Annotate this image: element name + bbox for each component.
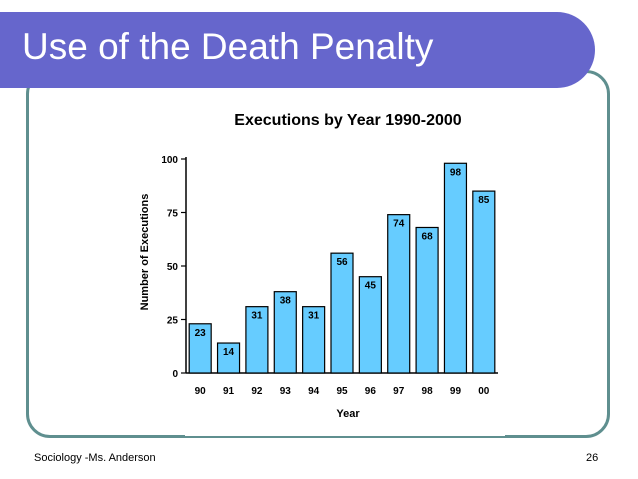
title-bar (0, 12, 595, 88)
x-tick-label: 96 (365, 386, 377, 397)
x-tick-label: 94 (308, 386, 320, 397)
slide-title: Use of the Death Penalty (22, 26, 434, 67)
y-tick-label: 25 (167, 316, 179, 327)
bar-96 (358, 276, 382, 374)
bar-value-label: 68 (422, 231, 434, 242)
y-tick-label: 50 (167, 262, 179, 273)
x-tick-label: 93 (280, 386, 292, 397)
bar-value-label: 74 (393, 219, 405, 230)
x-tick-label: 95 (336, 386, 348, 397)
bar-value-label: 85 (478, 195, 490, 206)
x-tick-label: 97 (393, 386, 405, 397)
x-tick-label: 00 (478, 386, 490, 397)
bar-value-label: 14 (223, 347, 235, 358)
bar-value-label: 31 (251, 311, 263, 322)
bar-value-label: 45 (365, 281, 377, 292)
bar-94 (302, 306, 326, 374)
bar-91 (216, 342, 241, 374)
y-tick-label: 75 (167, 209, 179, 220)
y-tick-label: 100 (161, 155, 178, 166)
x-tick-label: 98 (422, 386, 434, 397)
chart-title: Executions by Year 1990-2000 (234, 112, 462, 129)
x-tick-label: 99 (450, 386, 462, 397)
bar-95 (330, 252, 354, 374)
footer-text: Sociology -Ms. Anderson (34, 452, 156, 464)
bar-99 (443, 162, 468, 374)
x-tick-label: 92 (251, 386, 263, 397)
y-axis-label: Number of Executions (139, 194, 151, 311)
bar-92 (245, 306, 269, 374)
bar-value-label: 38 (280, 296, 292, 307)
bar-value-label: 31 (308, 311, 320, 322)
bar-value-label: 56 (336, 257, 348, 268)
x-tick-label: 90 (195, 386, 207, 397)
page-number: 26 (586, 452, 599, 464)
bar-00 (472, 190, 496, 374)
bar-97 (387, 214, 411, 374)
bar-90 (188, 323, 212, 374)
bar-value-label: 23 (195, 328, 207, 339)
x-axis-label: Year (336, 408, 360, 420)
bar-98 (415, 226, 439, 374)
y-tick-label: 0 (172, 369, 178, 380)
bar-value-label: 98 (450, 167, 462, 178)
bar-93 (273, 291, 297, 374)
x-tick-label: 91 (223, 386, 235, 397)
